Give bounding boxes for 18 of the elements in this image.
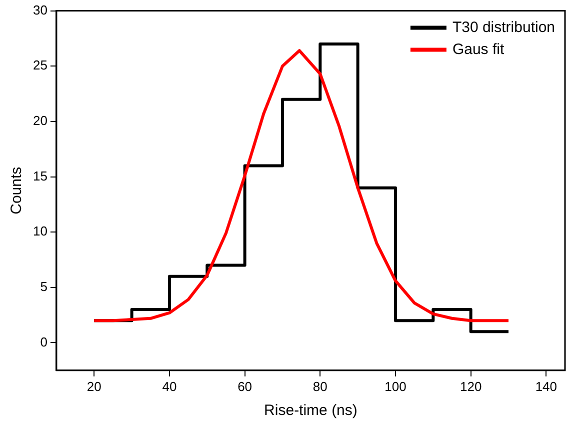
x-axis-title: Rise-time (ns) [264, 402, 358, 420]
y-tick-label: 5 [40, 278, 48, 294]
x-tick-label: 60 [238, 378, 252, 394]
y-tick-label: 0 [40, 334, 48, 350]
x-tick-label: 80 [312, 378, 328, 394]
legend-label: T30 distribution [452, 18, 556, 36]
x-tick-label: 140 [535, 378, 558, 394]
x-tick-label: 20 [86, 378, 102, 394]
x-tick-label: 120 [460, 378, 482, 394]
y-tick-label: 20 [32, 113, 48, 128]
x-tick-label: 40 [162, 378, 177, 394]
y-tick-label: 30 [32, 2, 48, 18]
y-tick-label: 15 [32, 168, 48, 184]
x-tick-label: 100 [384, 378, 406, 394]
y-axis-title: Counts [8, 166, 26, 214]
y-tick-label: 10 [32, 224, 48, 239]
legend-label: Gaus fit [452, 40, 505, 58]
y-tick-label: 25 [32, 58, 48, 73]
